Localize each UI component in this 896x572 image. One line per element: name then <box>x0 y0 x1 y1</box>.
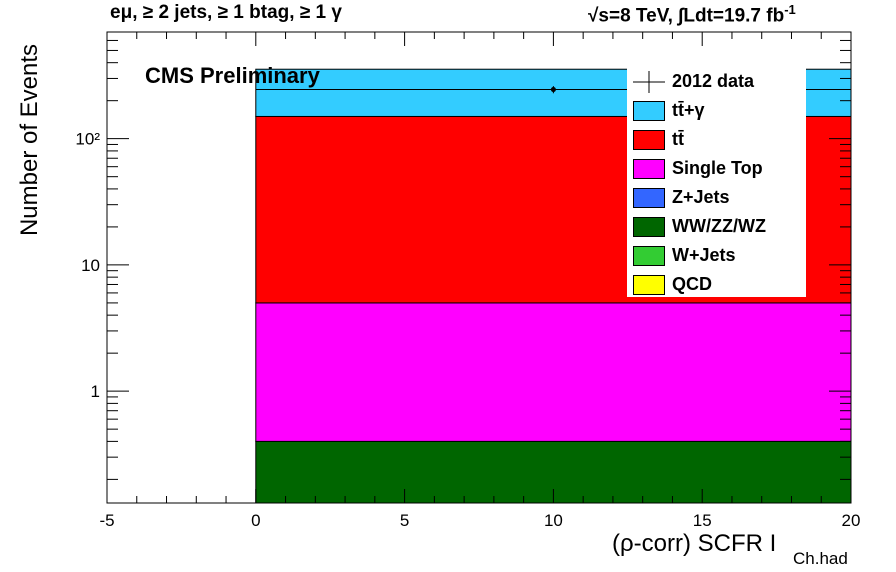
chart-title-left: eμ, ≥ 2 jets, ≥ 1 btag, ≥ 1 γ <box>110 2 342 23</box>
legend-swatch <box>633 246 665 266</box>
legend-entry-wjets: W+Jets <box>627 242 806 271</box>
legend-entry-qcd: QCD <box>627 271 806 300</box>
legend-swatch <box>633 217 665 237</box>
legend-label: W+Jets <box>672 245 736 265</box>
legend-label: Single Top <box>672 158 763 178</box>
plot-frame <box>106 31 852 504</box>
legend-swatch <box>633 101 665 121</box>
x-tick-label: 20 <box>842 511 861 530</box>
legend-label: QCD <box>672 274 712 294</box>
legend-swatch <box>633 130 665 150</box>
x-tick-label: 0 <box>251 511 260 530</box>
axis-tick-labels: -5 0 5 10 15 20 1 10 10² <box>75 130 860 530</box>
y-tick-label: 1 <box>91 382 100 401</box>
legend-label: 2012 data <box>672 71 755 91</box>
x-axis-label: (ρ-corr) SCFR I <box>612 530 777 557</box>
legend: 2012 data tt̄+γ tt̄ Single Top Z+Jets WW… <box>627 68 806 297</box>
x-axis-label-subscript: Ch.had <box>793 549 848 568</box>
legend-swatch <box>633 188 665 208</box>
x-tick-label: 15 <box>693 511 712 530</box>
bar-single-top <box>255 302 852 442</box>
legend-entry-ttgamma: tt̄+γ <box>627 97 806 126</box>
x-tick-label: 10 <box>544 511 563 530</box>
legend-label: Z+Jets <box>672 187 730 207</box>
y-tick-label: 10 <box>81 256 100 275</box>
data-point <box>550 87 556 93</box>
legend-entry-ttbar: tt̄ <box>627 126 806 155</box>
lumi-exponent: -1 <box>784 2 796 17</box>
x-tick-label: -5 <box>99 511 114 530</box>
y-tick-label: 10² <box>75 130 100 149</box>
legend-entry-data: 2012 data <box>627 68 806 97</box>
legend-swatch <box>633 159 665 179</box>
legend-label: tt̄+γ <box>672 100 705 120</box>
legend-label: WW/ZZ/WZ <box>672 216 766 236</box>
legend-swatch <box>633 275 665 295</box>
energy-lumi-text: √s=8 TeV, ∫Ldt=19.7 fb <box>588 5 785 27</box>
legend-label: tt̄ <box>672 129 684 149</box>
legend-entry-diboson: WW/ZZ/WZ <box>627 213 806 242</box>
legend-entry-single-top: Single Top <box>627 155 806 184</box>
chart-title-right: √s=8 TeV, ∫Ldt=19.7 fb-1 <box>588 2 796 27</box>
y-axis-label: Number of Events <box>16 43 43 237</box>
legend-entry-zjets: Z+Jets <box>627 184 806 213</box>
cms-preliminary-label: CMS Preliminary <box>145 63 320 88</box>
axis-ticks <box>106 31 852 503</box>
x-tick-label: 5 <box>400 511 409 530</box>
data-marker-icon <box>633 71 665 93</box>
